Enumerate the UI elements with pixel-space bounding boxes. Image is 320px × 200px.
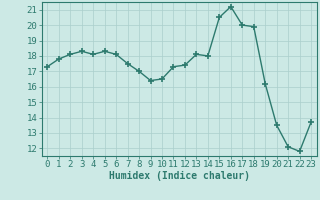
X-axis label: Humidex (Indice chaleur): Humidex (Indice chaleur) <box>109 171 250 181</box>
